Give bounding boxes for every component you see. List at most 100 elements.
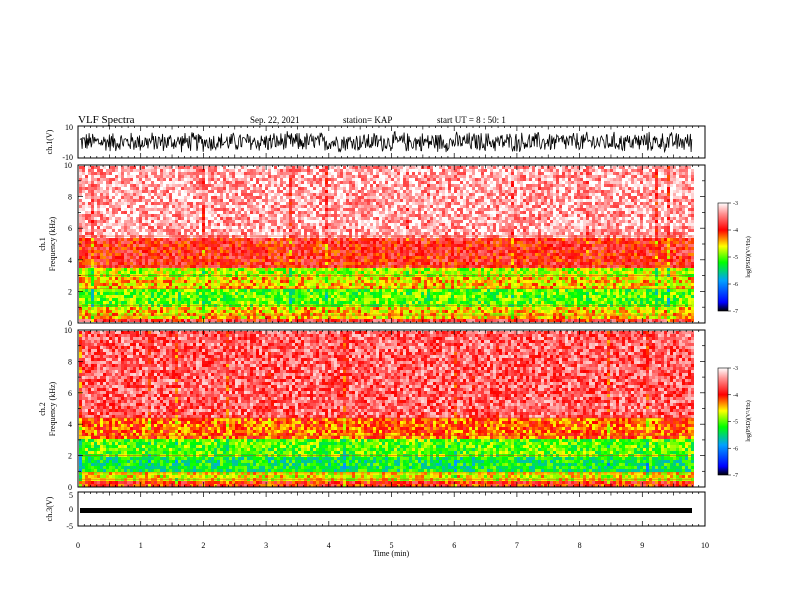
spectrogram-cell: [166, 319, 169, 322]
spectrogram-cell: [88, 172, 91, 175]
spectrogram-cell: [172, 232, 175, 235]
spectrogram-cell: [103, 181, 106, 184]
spectrogram-cell: [193, 307, 196, 310]
spectrogram-cell: [181, 316, 184, 319]
spectrogram-cell: [217, 208, 220, 211]
spectrogram-cell: [148, 172, 151, 175]
spectrogram-cell: [142, 208, 145, 211]
spectrogram-cell: [109, 241, 112, 244]
spectrogram-cell: [154, 169, 157, 172]
spectrogram-cell: [169, 244, 172, 247]
spectrogram-cell: [220, 268, 223, 271]
spectrogram-cell: [226, 205, 229, 208]
spectrogram-cell: [124, 253, 127, 256]
spectrogram-cell: [145, 205, 148, 208]
spectrogram-cell: [214, 229, 217, 232]
spectrogram-cell: [142, 172, 145, 175]
spectrogram-cell: [199, 292, 202, 295]
spectrogram-cell: [100, 259, 103, 262]
spectrogram-cell: [187, 277, 190, 280]
spectrogram-cell: [88, 307, 91, 310]
spectrogram-cell: [133, 205, 136, 208]
spectrogram-cell: [142, 250, 145, 253]
spectrogram-cell: [208, 190, 211, 193]
spectrogram-cell: [145, 262, 148, 265]
spectrogram-cell: [166, 253, 169, 256]
spectrogram-cell: [142, 196, 145, 199]
spectrogram-cell: [223, 205, 226, 208]
spectrogram-cell: [181, 205, 184, 208]
spectrogram-cell: [124, 214, 127, 217]
spectrogram-cell: [220, 172, 223, 175]
spectrogram-cell: [211, 172, 214, 175]
spectrogram-cell: [106, 295, 109, 298]
spectrogram-cell: [142, 319, 145, 322]
spectrogram-cell: [115, 289, 118, 292]
spectrogram-cell: [103, 265, 106, 268]
spectrogram-cell: [217, 166, 220, 169]
spectrogram-cell: [115, 313, 118, 316]
spectrogram-cell: [157, 202, 160, 205]
spectrogram-cell: [208, 265, 211, 268]
spectrogram-cell: [205, 307, 208, 310]
spectrogram-cell: [100, 226, 103, 229]
spectrogram-cell: [103, 319, 106, 322]
spectrogram-cell: [79, 187, 82, 190]
spectrogram-cell: [211, 319, 214, 322]
spectrogram-cell: [205, 178, 208, 181]
spectrogram-cell: [187, 223, 190, 226]
spectrogram-cell: [217, 223, 220, 226]
spectrogram-cell: [154, 295, 157, 298]
spectrogram-cell: [79, 166, 82, 169]
spectrogram-cell: [169, 214, 172, 217]
spectrogram-cell: [118, 202, 121, 205]
spectrogram-cell: [202, 247, 205, 250]
spectrogram-cell: [94, 271, 97, 274]
spectrogram-cell: [223, 283, 226, 286]
spectrogram-cell: [205, 316, 208, 319]
spectrogram-cell: [124, 307, 127, 310]
spectrogram-cell: [139, 220, 142, 223]
spectrogram-cell: [139, 214, 142, 217]
spectrogram-cell: [157, 220, 160, 223]
spectrogram-cell: [115, 229, 118, 232]
spectrogram-cell: [172, 301, 175, 304]
spectrogram-cell: [130, 298, 133, 301]
spectrogram-cell: [199, 313, 202, 316]
spectrogram-cell: [166, 295, 169, 298]
spectrogram-cell: [145, 247, 148, 250]
spectrogram-cell: [109, 196, 112, 199]
spectrogram-cell: [106, 292, 109, 295]
spectrogram-cell: [103, 220, 106, 223]
spectrogram-cell: [196, 259, 199, 262]
spectrogram-cell: [115, 205, 118, 208]
spectrogram-cell: [214, 214, 217, 217]
spectrogram-cell: [97, 262, 100, 265]
spectrogram-cell: [196, 229, 199, 232]
spectrogram-cell: [220, 208, 223, 211]
spectrogram-cell: [112, 190, 115, 193]
spectrogram-cell: [205, 292, 208, 295]
spectrogram-cell: [148, 187, 151, 190]
spectrogram-cell: [193, 247, 196, 250]
spectrogram-cell: [82, 220, 85, 223]
spectrogram-cell: [226, 268, 229, 271]
spectrogram-cell: [112, 286, 115, 289]
spectrogram-cell: [154, 229, 157, 232]
spectrogram-cell: [205, 202, 208, 205]
spectrogram-cell: [112, 301, 115, 304]
spectrogram-cell: [217, 232, 220, 235]
spectrogram-cell: [190, 205, 193, 208]
spectrogram-cell: [139, 268, 142, 271]
spectrogram-cell: [196, 256, 199, 259]
spectrogram-cell: [127, 301, 130, 304]
spectrogram-cell: [226, 295, 229, 298]
spectrogram-cell: [226, 175, 229, 178]
spectrogram-cell: [124, 172, 127, 175]
spectrogram-cell: [160, 289, 163, 292]
spectrogram-cell: [157, 232, 160, 235]
spectrogram-cell: [217, 295, 220, 298]
spectrogram-cell: [232, 202, 235, 205]
spectrogram-cell: [151, 307, 154, 310]
spectrogram-cell: [136, 172, 139, 175]
